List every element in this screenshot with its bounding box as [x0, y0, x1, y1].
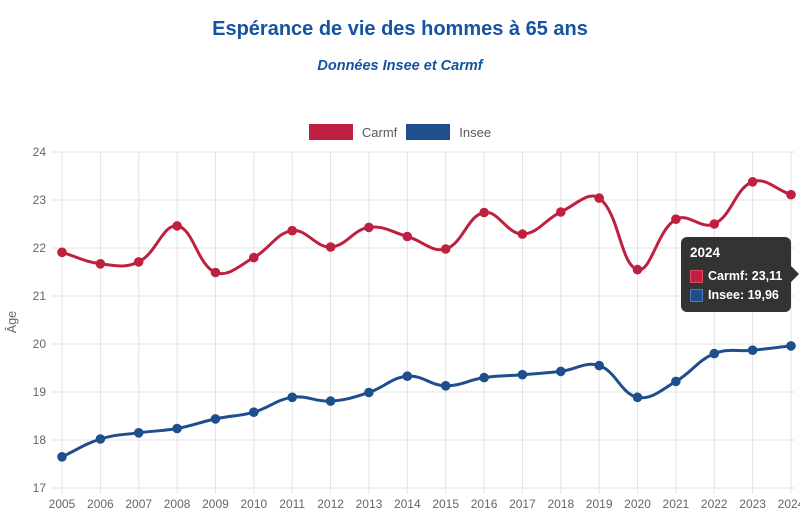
x-axis-tick-label-2017: 2017: [509, 497, 536, 511]
carmf-point-2013[interactable]: [364, 222, 374, 233]
legend-label-carmf: Carmf: [361, 124, 398, 140]
x-axis-tick-label-2006: 2006: [87, 497, 114, 511]
insee-point-2014[interactable]: [402, 371, 413, 382]
carmf-point-2011[interactable]: [287, 225, 298, 236]
carmf-point-2021[interactable]: [671, 214, 681, 224]
y-axis-tick-label-20: 20: [33, 337, 47, 351]
carmf-point-2024[interactable]: [786, 189, 796, 200]
x-axis-tick-label-2019: 2019: [586, 497, 613, 511]
x-axis-tick-label-2016: 2016: [471, 497, 498, 511]
carmf-point-2020[interactable]: [632, 264, 643, 275]
x-axis-tick-label-2020: 2020: [624, 497, 651, 511]
insee-point-2012[interactable]: [325, 396, 336, 406]
carmf-point-2023[interactable]: [747, 177, 758, 187]
insee-point-2019[interactable]: [594, 360, 604, 371]
chart-subtitle: Données Insee et Carmf: [317, 58, 483, 74]
tooltip-carmf-value: Carmf: 23,11: [708, 269, 783, 284]
x-axis-tick-label-2008: 2008: [164, 497, 191, 511]
carmf-point-2012[interactable]: [325, 242, 336, 252]
insee-point-2016[interactable]: [479, 372, 489, 383]
carmf-point-2019[interactable]: [594, 193, 604, 203]
insee-point-2005[interactable]: [57, 452, 67, 462]
x-axis-tick-label-2024: 2024: [778, 497, 800, 511]
tooltip-title: 2024: [690, 245, 721, 260]
insee-point-2017[interactable]: [517, 369, 528, 380]
tooltip-row-insee: Insee: 19,96: [690, 287, 782, 304]
insee-point-2024[interactable]: [786, 341, 796, 351]
carmf-point-2010[interactable]: [249, 252, 259, 263]
carmf-point-2005[interactable]: [57, 247, 67, 258]
x-axis-tick-label-2021: 2021: [663, 497, 690, 511]
y-axis-tick-label-17: 17: [33, 481, 47, 495]
x-axis-tick-label-2022: 2022: [701, 497, 728, 511]
insee-point-2021[interactable]: [671, 376, 681, 387]
insee-point-2023[interactable]: [747, 345, 758, 356]
tooltip: 2024 Carmf: 23,11 Insee: 19,96: [681, 237, 792, 312]
x-axis-tick-label-2014: 2014: [394, 497, 421, 511]
tooltip-carmf-swatch-icon: [690, 270, 703, 284]
carmf-point-2022[interactable]: [709, 219, 720, 229]
carmf-point-2014[interactable]: [402, 231, 413, 242]
insee-point-2007[interactable]: [133, 428, 144, 438]
x-axis-tick-label-2009: 2009: [202, 497, 229, 511]
carmf-point-2018[interactable]: [556, 207, 566, 217]
x-axis-tick-label-2013: 2013: [356, 497, 383, 511]
insee-point-2015[interactable]: [440, 381, 451, 391]
carmf-swatch-icon: [308, 124, 353, 140]
insee-point-2020[interactable]: [632, 392, 643, 403]
x-axis-tick-label-2011: 2011: [279, 497, 305, 511]
y-axis-tick-label-19: 19: [33, 385, 47, 399]
carmf-point-2008[interactable]: [172, 221, 182, 231]
tooltip-insee-value: Insee: 19,96: [708, 288, 779, 303]
insee-point-2008[interactable]: [172, 423, 182, 434]
x-axis-tick-label-2015: 2015: [432, 497, 459, 511]
y-axis-tick-label-24: 24: [33, 145, 47, 159]
y-axis-title: Âge: [4, 311, 19, 333]
tooltip-insee-swatch-icon: [690, 289, 703, 303]
insee-point-2013[interactable]: [364, 387, 374, 398]
legend-item-carmf[interactable]: Carmf: [308, 124, 398, 140]
y-axis-tick-label-18: 18: [33, 433, 47, 447]
y-axis-tick-label-22: 22: [33, 241, 47, 255]
carmf-point-2015[interactable]: [440, 244, 451, 254]
insee-point-2006[interactable]: [95, 434, 106, 444]
insee-point-2018[interactable]: [556, 366, 566, 377]
y-axis-tick-label-23: 23: [33, 193, 47, 207]
x-axis-tick-label-2005: 2005: [49, 497, 76, 511]
x-axis-tick-label-2012: 2012: [317, 497, 344, 511]
chart-title: Espérance de vie des hommes à 65 ans: [212, 18, 588, 40]
carmf-point-2006[interactable]: [95, 259, 106, 269]
insee-swatch-icon: [406, 124, 451, 140]
legend-item-insee[interactable]: Insee: [406, 124, 491, 140]
insee-point-2010[interactable]: [249, 407, 259, 418]
x-axis-tick-label-2007: 2007: [125, 497, 152, 511]
x-axis-tick-label-2010: 2010: [240, 497, 267, 511]
carmf-point-2007[interactable]: [133, 257, 144, 267]
insee-point-2011[interactable]: [287, 392, 298, 403]
carmf-point-2016[interactable]: [479, 207, 489, 218]
x-axis-tick-label-2018: 2018: [547, 497, 574, 511]
carmf-point-2009[interactable]: [210, 267, 221, 278]
y-axis-tick-label-21: 21: [33, 289, 47, 303]
insee-point-2022[interactable]: [709, 348, 720, 359]
tooltip-row-carmf: Carmf: 23,11: [690, 268, 782, 285]
carmf-point-2017[interactable]: [517, 229, 528, 239]
legend: Carmf Insee: [0, 124, 800, 140]
legend-label-insee: Insee: [459, 124, 492, 140]
x-axis-tick-label-2023: 2023: [739, 497, 766, 511]
insee-point-2009[interactable]: [210, 414, 221, 424]
